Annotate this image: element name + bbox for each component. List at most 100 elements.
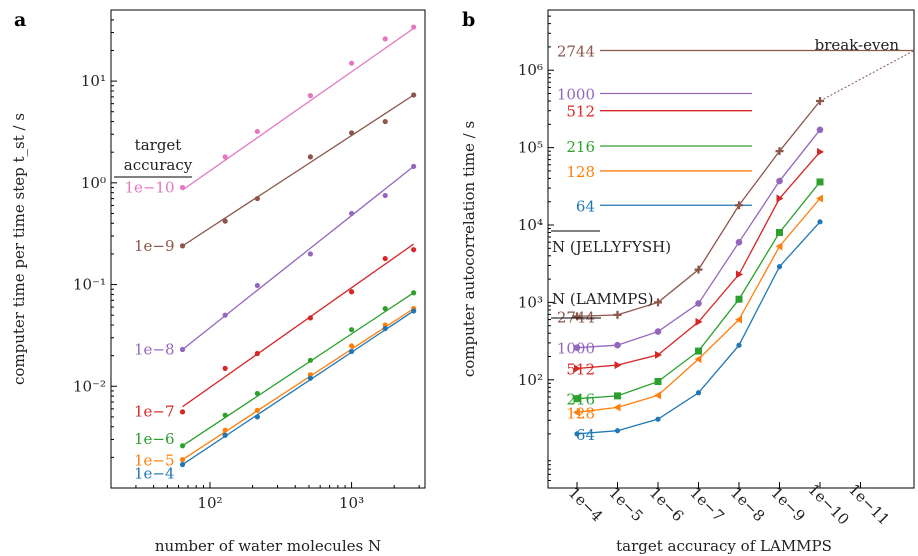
lammps-series-label: 128 (566, 404, 595, 422)
lammps-marker (735, 238, 743, 246)
panel-b-lammps-lines (573, 97, 824, 437)
a-data-point (179, 184, 186, 191)
b-x-tick-label: 1e−7 (686, 484, 727, 525)
lammps-series-label: 1000 (557, 340, 595, 358)
a-data-point (179, 443, 186, 449)
a-data-point (179, 346, 186, 353)
a-y-tick-label: 10⁻² (73, 377, 106, 395)
a-fit-line (182, 310, 415, 466)
lammps-marker (654, 298, 662, 307)
a-data-point (348, 130, 355, 136)
a-data-point (254, 282, 260, 289)
panel-b-axes-frame (547, 9, 915, 489)
a-data-point (222, 412, 228, 418)
lammps-series-label: 64 (576, 426, 595, 444)
a-data-point (411, 163, 417, 170)
panel-a-label: a (14, 9, 26, 31)
a-fit-line (182, 308, 415, 461)
lammps-series-label: 2744 (557, 308, 595, 326)
lammps-marker (695, 390, 702, 396)
lammps-marker (573, 395, 581, 403)
panel-a: a 10² 10³ 10⁻² 10⁻¹ 10⁰ 10¹ 1e−10 1e−9 1e−8 1e−7… (10, 9, 426, 555)
a-data-point (254, 350, 260, 357)
panel-b-label: b (462, 9, 475, 31)
panel-a-points (179, 24, 417, 468)
a-data-point (348, 343, 355, 349)
a-y-tick-label: 10⁰ (81, 174, 106, 192)
panel-a-series-labels: 1e−10 1e−9 1e−8 1e−7 1e−6 1e−51e−4 (124, 178, 174, 482)
a-data-point (382, 192, 388, 199)
jellyfysh-series-label: 512 (566, 103, 595, 121)
a-series-label: 1e−9 (134, 237, 175, 255)
panel-a-ticks: 10² 10³ 10⁻² 10⁻¹ 10⁰ 10¹ (73, 9, 420, 512)
a-y-tick-label: 10¹ (81, 72, 106, 90)
a-series-label: 1e−5 (134, 452, 175, 470)
lammps-marker (736, 270, 743, 279)
a-data-point (382, 36, 388, 42)
a-fit-line (182, 292, 415, 447)
a-series-label: 1e−7 (134, 403, 175, 421)
a-data-point (307, 315, 314, 321)
a-y-tick-label: 10⁻¹ (73, 276, 106, 294)
b-y-tick-label: 10² (518, 371, 543, 389)
b-x-tick-label: 1e−9 (767, 484, 808, 525)
b-y-tick-label: 10⁶ (518, 61, 543, 79)
panel-a-legend-title-line2: accuracy (124, 156, 193, 174)
lammps-marker (817, 219, 823, 225)
a-data-point (411, 290, 417, 296)
a-series-label: 1e−8 (134, 340, 175, 358)
a-series-label: 1e−6 (134, 430, 175, 448)
lammps-marker (735, 201, 743, 210)
b-y-tick-label: 10⁴ (518, 216, 543, 234)
lammps-marker (614, 341, 621, 349)
lammps-marker (574, 431, 580, 437)
a-data-point (382, 325, 388, 332)
a-data-point (307, 93, 314, 99)
a-data-point (222, 312, 228, 318)
lammps-marker (614, 361, 622, 370)
panel-a-legend-title-line1: target (135, 136, 182, 154)
b-x-tick-label: 1e−5 (605, 484, 646, 525)
a-fit-line (182, 27, 415, 191)
a-data-point (254, 195, 260, 202)
a-data-point (254, 407, 260, 413)
lammps-marker (654, 378, 662, 386)
panel-a-axes-frame (110, 9, 426, 489)
a-data-point (307, 154, 314, 160)
lammps-marker (694, 355, 702, 364)
jellyfysh-series-label: 1000 (557, 86, 595, 104)
lammps-marker (614, 392, 621, 400)
b-x-tick-label: 1e−4 (565, 484, 606, 525)
a-data-point (382, 255, 388, 262)
b-y-tick-label: 10⁵ (518, 139, 543, 157)
jellyfysh-series-label: 216 (566, 138, 595, 156)
a-series-label: 1e−10 (124, 178, 174, 196)
a-x-tick-label: 10³ (339, 494, 364, 512)
a-data-point (222, 427, 228, 433)
a-data-point (348, 348, 355, 355)
lammps-line (576, 151, 821, 370)
a-data-point (411, 308, 417, 314)
lammps-marker (695, 347, 702, 355)
lammps-marker (736, 342, 742, 348)
a-fit-line (182, 165, 415, 350)
lammps-marker (695, 317, 703, 326)
panel-b-jellyfysh-lines (600, 49, 914, 206)
b-y-tick-label: 10³ (518, 293, 543, 311)
jellyfysh-legend-title: N (JELLYFYSH) (552, 238, 671, 256)
break-even-extrapolation (819, 50, 915, 102)
a-data-point (411, 247, 417, 253)
a-data-point (411, 24, 417, 30)
lammps-marker (655, 416, 661, 422)
a-data-point (179, 461, 186, 468)
lammps-marker (816, 126, 824, 134)
lammps-marker (776, 177, 783, 185)
lammps-marker (574, 364, 581, 373)
a-data-point (382, 118, 388, 125)
lammps-marker (655, 350, 662, 359)
lammps-marker (776, 264, 783, 270)
lammps-marker (775, 242, 783, 251)
a-data-point (307, 375, 314, 381)
a-data-point (348, 60, 355, 66)
